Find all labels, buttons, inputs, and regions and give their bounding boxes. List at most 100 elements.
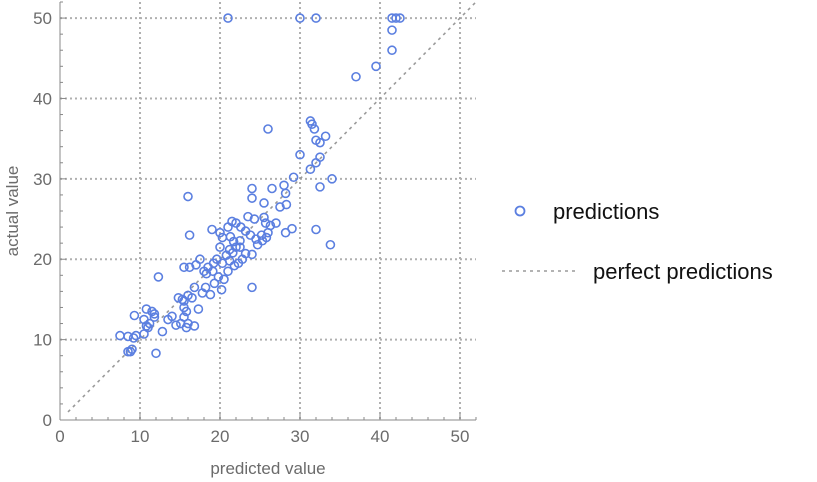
data-point-76	[223, 266, 233, 277]
data-point-38	[271, 218, 281, 228]
x-tick-label-20: 20	[211, 427, 230, 446]
data-point-124	[247, 282, 257, 293]
data-point-58	[207, 224, 217, 235]
data-point-61	[217, 232, 228, 243]
data-point-130	[189, 321, 200, 331]
y-tick-label-50: 50	[33, 9, 52, 28]
data-point-121	[115, 330, 125, 341]
data-point-24	[279, 180, 289, 191]
data-point-109	[149, 312, 160, 322]
data-point-7	[387, 45, 397, 56]
perfect-predictions-line-group	[67, 1, 477, 413]
data-point-100	[181, 306, 192, 317]
data-point-92	[184, 262, 195, 273]
grid	[60, 2, 476, 420]
data-point-26	[267, 183, 277, 194]
data-point-85	[209, 278, 220, 289]
data-point-19	[311, 157, 321, 168]
x-tick-label-0: 0	[55, 427, 64, 446]
data-point-25	[280, 188, 291, 199]
data-point-82	[208, 266, 218, 277]
data-point-13	[309, 124, 320, 134]
data-point-17	[295, 149, 305, 160]
data-point-0	[223, 13, 233, 23]
data-point-60	[184, 230, 195, 240]
ticks: 0 10 20 30 40 50 0 10 20 30 40 50	[33, 1, 477, 446]
data-point-117	[139, 329, 149, 339]
data-point-111	[149, 309, 160, 319]
data-point-36	[260, 218, 271, 228]
data-point-119	[128, 333, 139, 343]
data-point-74	[247, 249, 257, 260]
data-point-108	[157, 326, 168, 337]
data-point-125	[151, 348, 161, 359]
perfect-predictions-line	[67, 1, 477, 413]
y-tick-label-40: 40	[33, 89, 52, 108]
y-tick-label-30: 30	[33, 170, 52, 189]
data-point-89	[205, 289, 216, 300]
y-tick-label-0: 0	[43, 411, 52, 430]
data-point-16	[315, 137, 325, 148]
data-point-31	[259, 198, 269, 208]
legend-label-predictions: predictions	[553, 199, 659, 224]
x-axis-label: predicted value	[210, 459, 325, 478]
data-point-69	[224, 256, 235, 266]
data-point-27	[247, 183, 257, 194]
data-point-45	[261, 232, 272, 243]
legend-marker-predictions	[514, 205, 526, 217]
data-point-5	[395, 13, 405, 23]
data-point-33	[259, 212, 269, 223]
data-point-105	[171, 320, 181, 330]
data-point-4	[391, 13, 401, 23]
data-point-107	[167, 311, 177, 322]
data-point-40	[280, 227, 291, 238]
y-tick-label-10: 10	[33, 331, 52, 350]
data-point-1	[295, 13, 305, 23]
prediction-points	[115, 13, 405, 359]
data-point-10	[263, 124, 273, 134]
data-point-112	[141, 304, 152, 314]
data-point-93	[189, 282, 200, 293]
data-point-79	[199, 266, 209, 277]
data-point-41	[311, 224, 321, 235]
data-point-73	[240, 248, 251, 259]
data-point-30	[281, 199, 292, 210]
data-point-23	[288, 172, 299, 183]
data-point-84	[219, 274, 229, 285]
data-point-54	[223, 222, 233, 232]
data-point-75	[235, 242, 245, 252]
x-tick-label-40: 40	[371, 427, 390, 446]
data-point-95	[187, 293, 197, 303]
data-point-21	[327, 174, 337, 184]
data-point-128	[125, 346, 136, 357]
data-point-42	[325, 239, 336, 250]
data-point-122	[129, 310, 140, 321]
data-point-14	[320, 131, 331, 142]
data-point-28	[247, 193, 257, 203]
data-point-20	[305, 164, 316, 174]
data-point-62	[228, 236, 239, 247]
data-point-91	[179, 262, 189, 273]
y-tick-label-20: 20	[33, 250, 52, 269]
data-point-110	[147, 306, 157, 317]
data-point-22	[315, 182, 325, 192]
legend: predictions perfect predictions	[502, 199, 773, 284]
data-point-104	[179, 312, 189, 322]
data-point-57	[236, 222, 246, 232]
legend-label-perfect-predictions: perfect predictions	[593, 259, 773, 284]
data-point-12	[307, 119, 317, 129]
data-point-86	[216, 284, 227, 295]
data-point-101	[193, 304, 204, 314]
data-point-18	[315, 152, 325, 162]
data-point-9	[351, 71, 361, 82]
x-tick-label-10: 10	[131, 427, 150, 446]
x-tick-label-30: 30	[291, 427, 310, 446]
data-point-90	[195, 254, 205, 265]
data-point-8	[371, 61, 381, 72]
data-point-59	[215, 227, 225, 238]
data-point-66	[215, 242, 225, 252]
data-point-35	[243, 211, 253, 222]
data-point-2	[311, 13, 321, 23]
